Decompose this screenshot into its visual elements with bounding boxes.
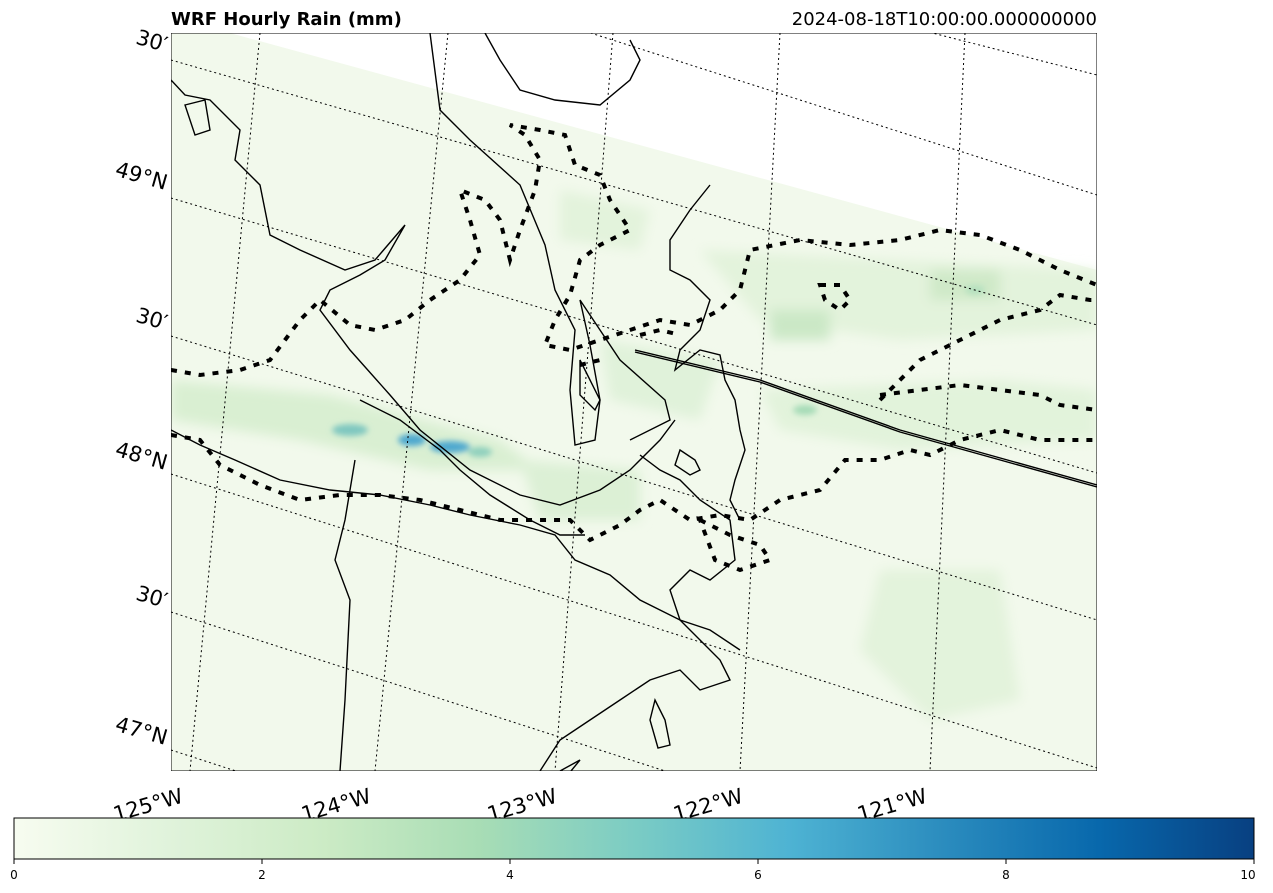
- colorbar-tick-label: 10: [1240, 868, 1255, 882]
- map-panel: [171, 33, 1097, 771]
- colorbar-tick-label: 4: [506, 868, 514, 882]
- lat-label: 30′: [133, 581, 170, 613]
- lat-label: 47°N: [113, 712, 171, 750]
- colorbar-tick-label: 6: [754, 868, 762, 882]
- lat-label: 48°N: [113, 437, 171, 475]
- lat-label: 30′: [133, 303, 170, 335]
- rain-peaks: [332, 285, 985, 457]
- map-timestamp: 2024-08-18T10:00:00.000000000: [792, 9, 1097, 30]
- colorbar-gradient: [13, 817, 1255, 860]
- colorbar-ticks: [13, 859, 1255, 864]
- rain-contour: [171, 123, 1097, 573]
- map-title: WRF Hourly Rain (mm): [171, 9, 402, 30]
- colorbar-tick-label: 0: [10, 868, 18, 882]
- colorbar-tick-label: 2: [258, 868, 266, 882]
- colorbar: 0 2 4 6 8 10: [10, 817, 1256, 882]
- colorbar-tick-label: 8: [1002, 868, 1010, 882]
- lat-labels: 30′ 49°N 30′ 48°N 30′ 47°N: [113, 25, 171, 750]
- lat-label: 30′: [133, 25, 170, 57]
- lat-label: 49°N: [113, 157, 171, 195]
- coastlines: [171, 33, 1097, 771]
- graticule: [171, 33, 1097, 771]
